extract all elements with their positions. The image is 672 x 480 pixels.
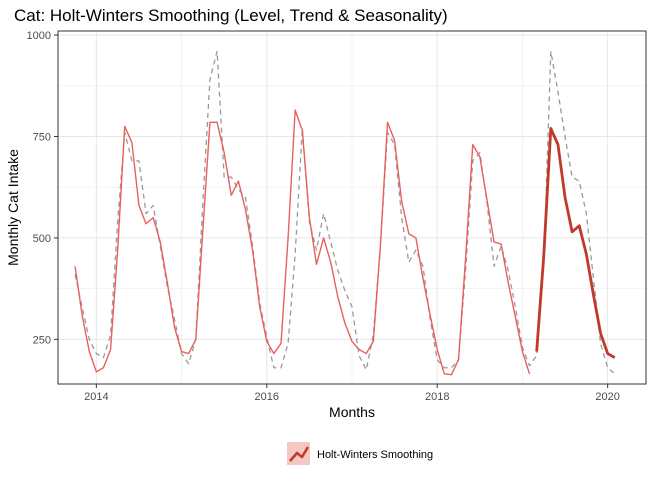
y-axis: 250 500 750 1000 xyxy=(27,30,58,346)
y-tick-label: 750 xyxy=(33,131,51,143)
panel-border xyxy=(57,30,647,385)
fitted-series-line xyxy=(74,109,531,376)
y-tick-label: 1000 xyxy=(27,30,51,42)
x-tick-label: 2018 xyxy=(425,391,449,403)
legend: Holt-Winters Smoothing xyxy=(287,442,433,465)
y-axis-title: Monthly Cat Intake xyxy=(5,149,21,266)
x-tick-label: 2020 xyxy=(595,391,619,403)
x-tick-label: 2016 xyxy=(255,391,279,403)
y-tick-label: 250 xyxy=(33,334,51,346)
legend-label: Holt-Winters Smoothing xyxy=(317,449,433,461)
y-tick-label: 500 xyxy=(33,233,51,245)
series-layer xyxy=(74,50,616,376)
chart-title: Cat: Holt-Winters Smoothing (Level, Tren… xyxy=(14,6,448,25)
forecast-series-line xyxy=(535,126,616,359)
x-tick-label: 2014 xyxy=(84,391,108,403)
major-gridlines xyxy=(58,31,646,384)
plot-panel xyxy=(57,30,647,385)
minor-gridlines xyxy=(58,31,646,384)
x-axis-title: Months xyxy=(329,404,375,420)
legend-key-line xyxy=(289,446,310,462)
x-axis: 2014 2016 2018 2020 xyxy=(84,384,620,403)
